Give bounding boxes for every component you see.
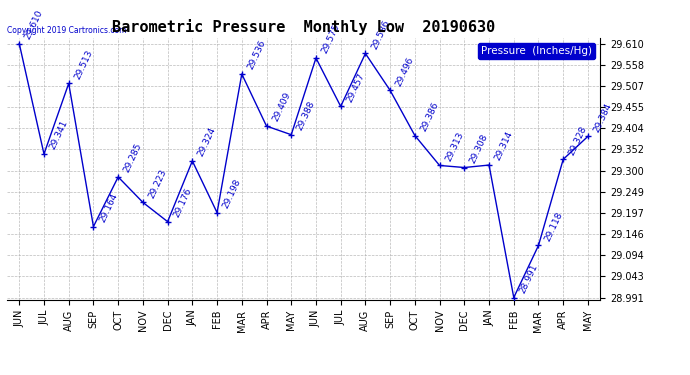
Text: 29.118: 29.118 <box>542 210 564 243</box>
Text: 29.314: 29.314 <box>493 130 515 162</box>
Title: Barometric Pressure  Monthly Low  20190630: Barometric Pressure Monthly Low 20190630 <box>112 19 495 35</box>
Text: 29.409: 29.409 <box>270 91 292 123</box>
Text: 29.164: 29.164 <box>97 192 119 224</box>
Text: 29.496: 29.496 <box>394 56 415 88</box>
Legend: Pressure  (Inches/Hg): Pressure (Inches/Hg) <box>478 43 595 59</box>
Text: 29.386: 29.386 <box>419 100 440 133</box>
Text: 29.457: 29.457 <box>345 71 366 104</box>
Text: 29.513: 29.513 <box>73 48 95 81</box>
Text: 29.610: 29.610 <box>23 9 45 41</box>
Text: 28.991: 28.991 <box>518 262 540 295</box>
Text: 29.536: 29.536 <box>246 39 268 71</box>
Text: 29.328: 29.328 <box>567 124 589 156</box>
Text: 29.176: 29.176 <box>172 186 193 219</box>
Text: 29.575: 29.575 <box>320 23 342 55</box>
Text: 29.324: 29.324 <box>197 126 218 158</box>
Text: 29.285: 29.285 <box>122 142 144 174</box>
Text: 29.198: 29.198 <box>221 177 243 210</box>
Text: 29.341: 29.341 <box>48 119 70 151</box>
Text: Copyright 2019 Cartronics.com: Copyright 2019 Cartronics.com <box>7 26 126 35</box>
Text: 29.388: 29.388 <box>295 100 317 132</box>
Text: 29.223: 29.223 <box>147 168 168 200</box>
Text: 29.384: 29.384 <box>592 101 613 134</box>
Text: 29.586: 29.586 <box>370 18 391 51</box>
Text: 29.308: 29.308 <box>469 132 490 165</box>
Text: 29.313: 29.313 <box>444 130 465 163</box>
